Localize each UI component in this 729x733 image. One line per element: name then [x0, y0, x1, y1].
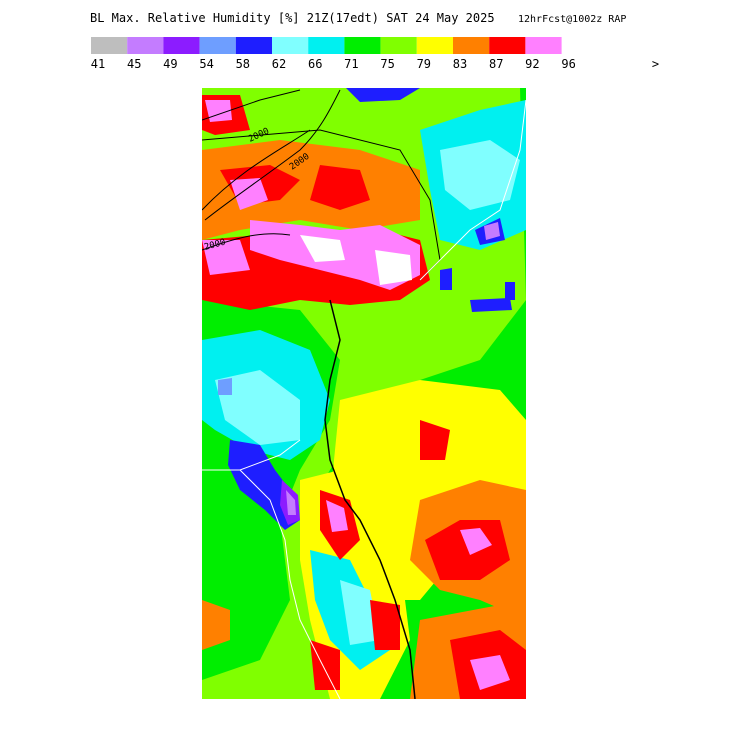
- humidity-area: [286, 490, 296, 515]
- humidity-area: [310, 165, 370, 210]
- legend-label: >: [652, 57, 659, 71]
- legend-label: 58: [236, 57, 250, 71]
- legend-label: 92: [525, 57, 539, 71]
- legend-label: 49: [163, 57, 177, 71]
- legend-label: 79: [417, 57, 431, 71]
- humidity-area: [346, 88, 420, 102]
- humidity-area: [470, 655, 510, 690]
- humidity-area: [202, 140, 420, 240]
- humidity-area: [370, 600, 400, 650]
- legend-label: 66: [308, 57, 322, 71]
- legend-swatch: [235, 37, 272, 54]
- humidity-area: [202, 240, 250, 275]
- legend-swatch: [199, 37, 236, 54]
- legend: 41 45 49 54 58 62 66 71 75 79 83 87 92 96 >: [91, 37, 659, 71]
- legend-swatch: [525, 37, 562, 54]
- humidity-area: [218, 378, 232, 395]
- legend-swatch: [127, 37, 164, 54]
- humidity-area: [505, 282, 515, 300]
- legend-swatch: [308, 37, 345, 54]
- humidity-area: [202, 600, 230, 650]
- humidity-area: [420, 420, 450, 460]
- legend-swatch: [489, 37, 526, 54]
- legend-swatch: [416, 37, 453, 54]
- legend-label: 87: [489, 57, 503, 71]
- legend-swatch: [344, 37, 381, 54]
- humidity-area: [484, 222, 500, 240]
- legend-label: 71: [344, 57, 358, 71]
- humidity-area: [440, 268, 452, 290]
- legend-label: 41: [91, 57, 105, 71]
- legend-label: 45: [127, 57, 141, 71]
- legend-swatch: [91, 37, 128, 54]
- humidity-area: [326, 500, 348, 532]
- legend-swatch: [272, 37, 309, 54]
- humidity-area: [440, 140, 520, 210]
- humidity-area: [460, 528, 492, 555]
- legend-swatch: [380, 37, 417, 54]
- humidity-area: [340, 580, 380, 645]
- legend-label: 83: [453, 57, 467, 71]
- legend-label: 54: [199, 57, 213, 71]
- legend-swatch: [163, 37, 200, 54]
- legend-label: 96: [561, 57, 575, 71]
- title: BL Max. Relative Humidity [%] 21Z(17edt)…: [90, 11, 495, 25]
- humidity-area: [470, 298, 512, 312]
- humidity-area: [310, 640, 340, 690]
- humidity-area: [425, 520, 510, 580]
- legend-swatch: [453, 37, 490, 54]
- legend-label: 75: [380, 57, 394, 71]
- legend-label: 62: [272, 57, 286, 71]
- humidity-area: [215, 370, 300, 445]
- subtitle: 12hrFcst@1002z RAP: [518, 14, 626, 25]
- humidity-area: [230, 178, 268, 210]
- map: 2000 2000 2000: [202, 88, 526, 699]
